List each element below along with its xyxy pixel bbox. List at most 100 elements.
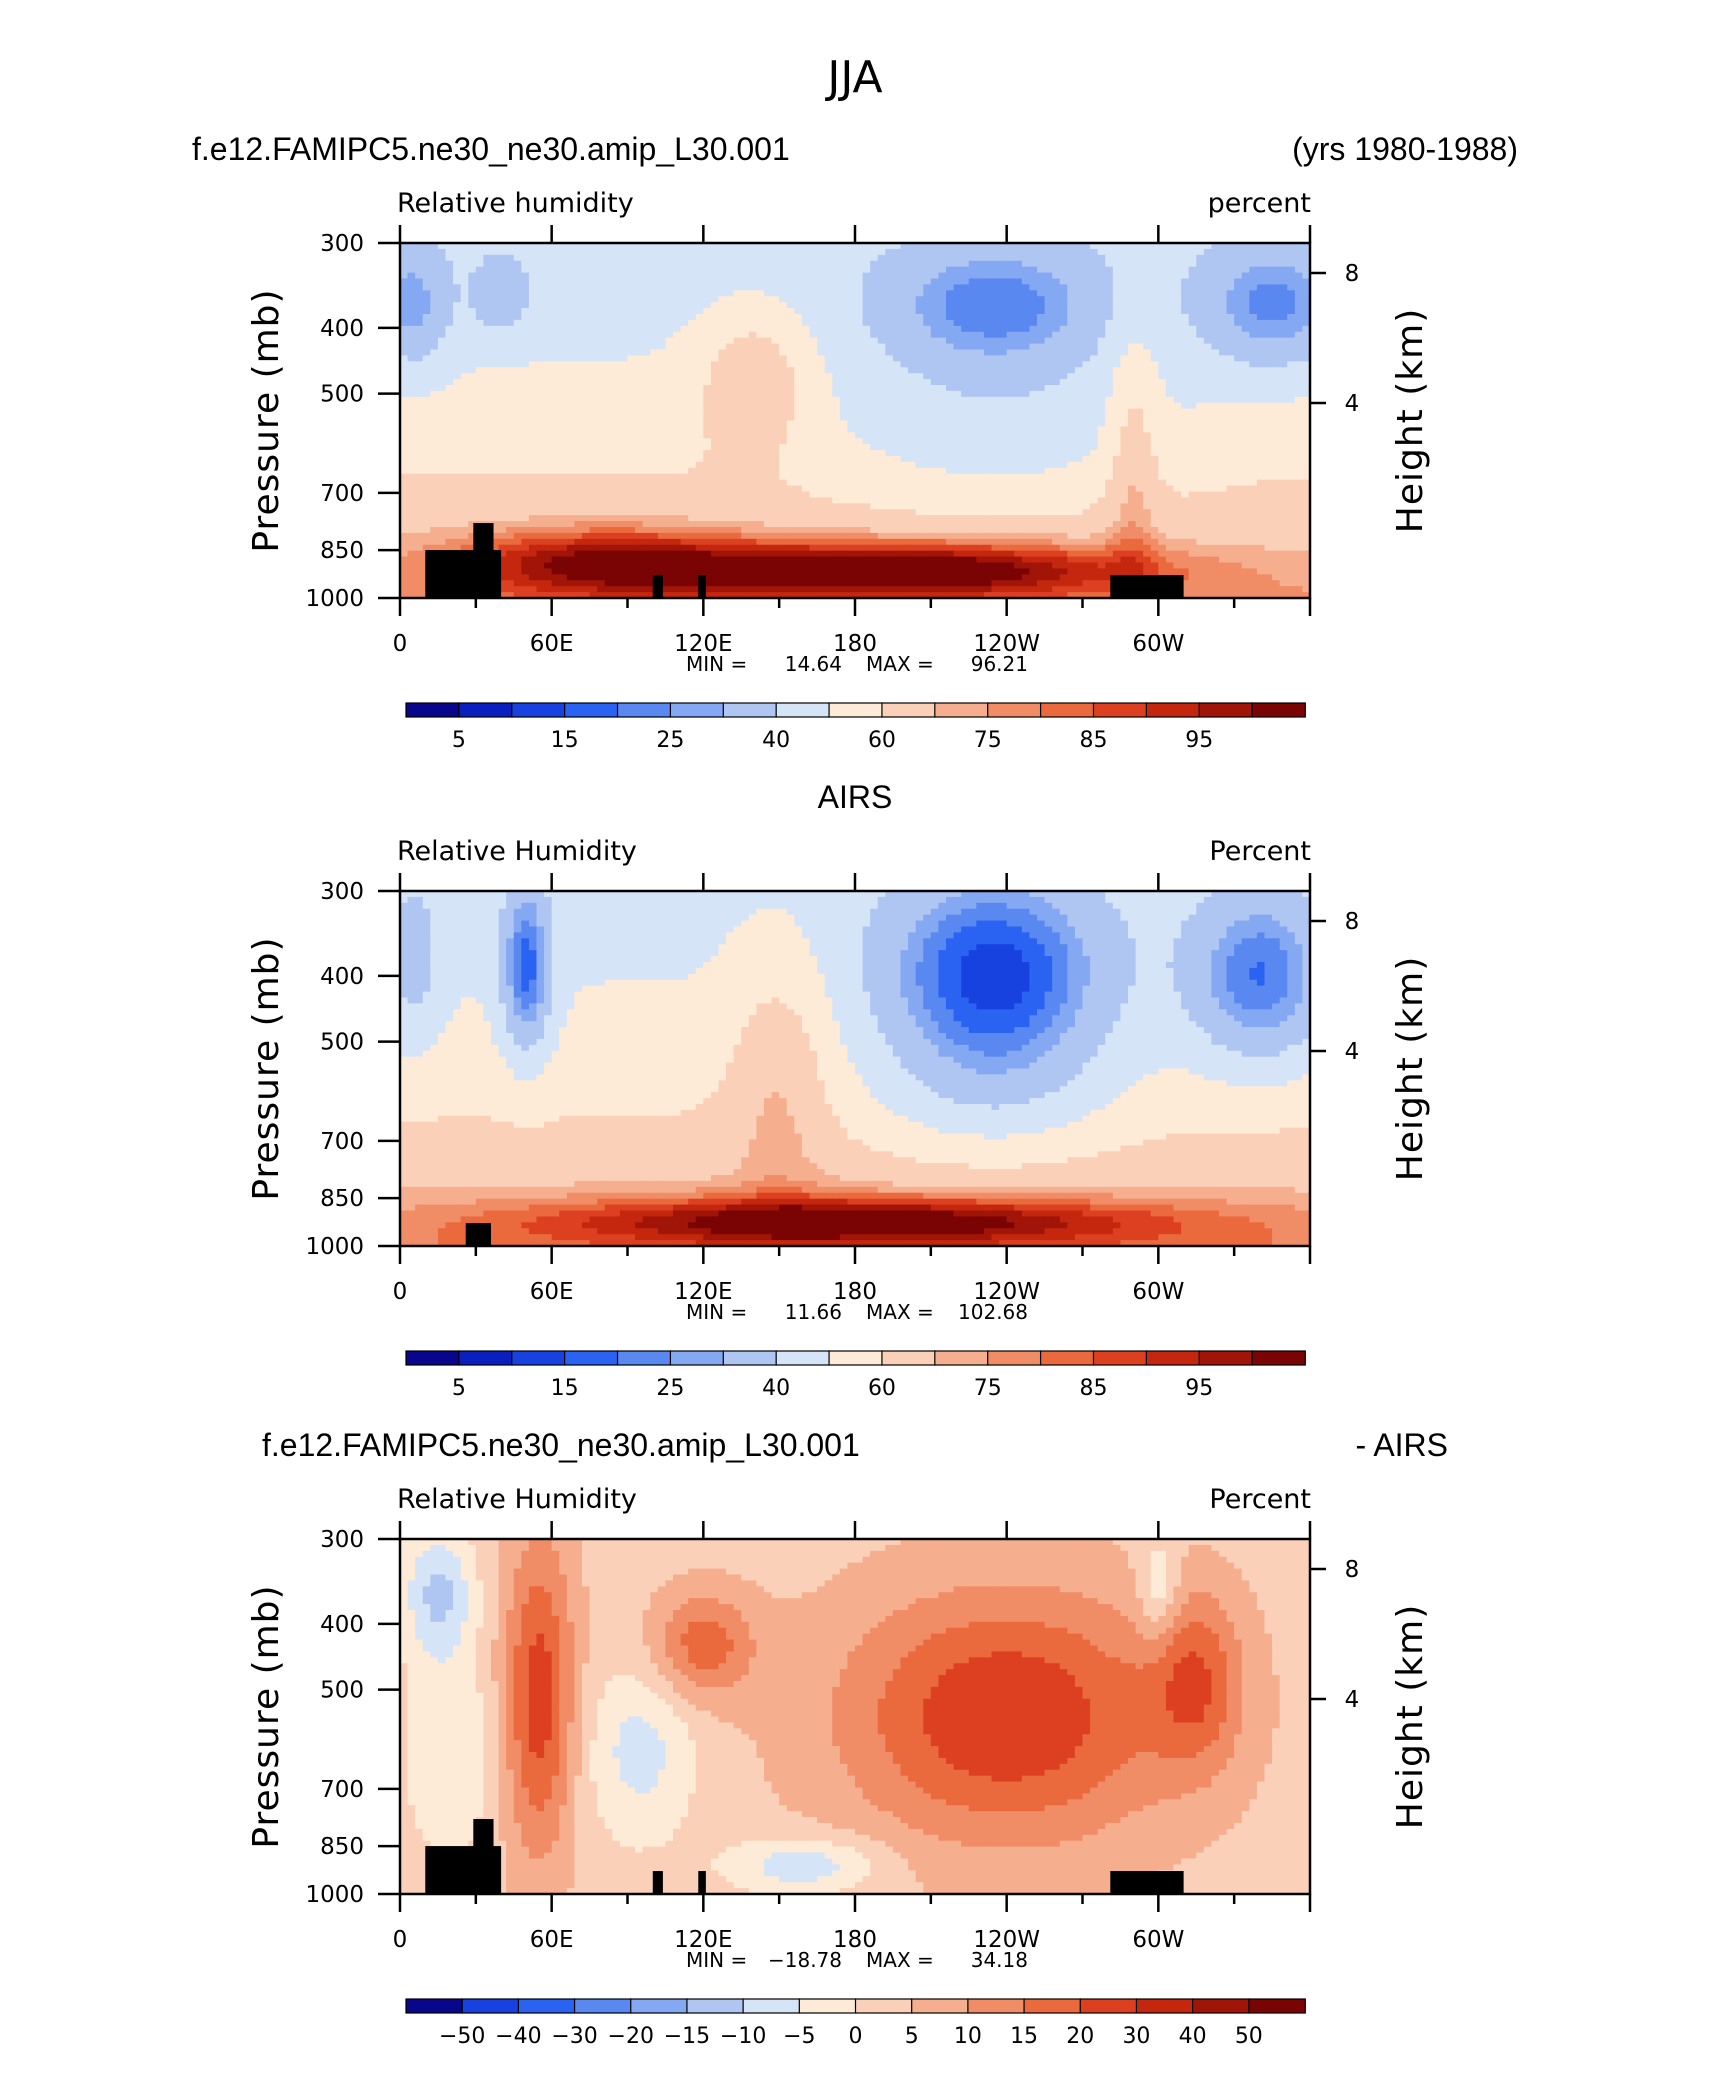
contour-cell <box>582 367 591 374</box>
contour-cell <box>528 456 538 463</box>
contour-cell <box>983 461 993 469</box>
contour-cell <box>422 361 431 368</box>
contour-cell <box>460 314 469 321</box>
contour-cell <box>559 343 568 351</box>
contour-cell <box>1090 296 1099 303</box>
contour-cell <box>794 456 803 463</box>
contour-cell <box>946 361 955 368</box>
contour-cell <box>544 248 553 256</box>
contour-cell <box>1120 467 1129 475</box>
contour-cell <box>710 272 720 280</box>
contour-cell <box>892 272 902 280</box>
contour-cell <box>748 414 758 422</box>
contour-cell <box>597 243 606 250</box>
contour-cell <box>657 414 667 422</box>
contour-cell <box>801 308 811 315</box>
contour-cell <box>665 390 674 398</box>
contour-cell <box>923 343 932 351</box>
contour-cell <box>665 444 674 451</box>
contour-cell <box>809 290 818 297</box>
contour-cell <box>855 461 864 469</box>
contour-cell <box>999 408 1008 416</box>
contour-cell <box>1143 319 1152 327</box>
contour-cell <box>1120 450 1129 457</box>
contour-cell <box>612 290 621 297</box>
contour-cell <box>1196 302 1205 309</box>
contour-cell <box>528 254 538 262</box>
contour-cell <box>1014 260 1023 268</box>
contour-cell <box>961 402 970 410</box>
contour-cell <box>430 402 439 410</box>
contour-cell <box>551 461 560 469</box>
contour-cell <box>415 272 424 280</box>
contour-cell <box>1067 296 1076 303</box>
contour-cell <box>1006 319 1015 327</box>
contour-cell <box>764 319 773 327</box>
contour-cell <box>468 343 477 351</box>
contour-cell <box>923 272 932 280</box>
contour-cell <box>665 379 674 386</box>
contour-cell <box>1014 461 1023 469</box>
contour-cell <box>1241 438 1250 445</box>
contour-cell <box>513 390 522 398</box>
contour-cell <box>688 284 697 291</box>
contour-cell <box>407 361 416 368</box>
contour-cell <box>908 467 917 475</box>
contour-cell <box>1249 260 1258 268</box>
contour-cell <box>506 272 515 280</box>
contour-cell <box>786 373 795 380</box>
contour-cell <box>513 438 522 445</box>
contour-cell <box>1181 420 1190 428</box>
contour-cell <box>619 361 629 368</box>
contour-cell <box>1249 444 1258 451</box>
contour-cell <box>983 379 993 386</box>
contour-cell <box>619 485 629 493</box>
contour-cell <box>946 355 955 362</box>
contour-cell <box>1105 355 1114 362</box>
contour-cell <box>597 343 606 351</box>
contour-cell <box>999 290 1008 297</box>
contour-cell <box>703 296 712 303</box>
contour-cell <box>930 260 940 268</box>
contour-cell <box>1090 367 1099 374</box>
contour-cell <box>999 343 1008 351</box>
contour-cell <box>1181 331 1190 339</box>
contour-cell <box>513 349 522 357</box>
contour-cell <box>1021 444 1031 451</box>
contour-cell <box>665 473 674 481</box>
contour-cell <box>566 355 576 362</box>
contour-cell <box>521 254 530 262</box>
contour-cell <box>748 343 758 351</box>
contour-cell <box>983 337 993 345</box>
contour-cell <box>513 467 522 475</box>
contour-cell <box>862 349 871 357</box>
contour-cell <box>597 308 606 315</box>
contour-cell <box>923 254 932 262</box>
contour-cell <box>1128 254 1137 262</box>
contour-cell <box>824 367 833 374</box>
contour-cell <box>779 438 788 445</box>
contour-cell <box>794 349 803 357</box>
contour-cell <box>1241 420 1250 428</box>
contour-cell <box>938 349 947 357</box>
contour-cell <box>710 349 720 357</box>
contour-cell <box>597 302 606 309</box>
contour-cell <box>673 302 682 309</box>
contour-cell <box>1279 260 1288 268</box>
contour-cell <box>1226 402 1235 410</box>
contour-cell <box>946 385 955 392</box>
contour-cell <box>1044 367 1053 374</box>
contour-cell <box>703 361 712 368</box>
contour-cell <box>908 402 917 410</box>
contour-cell <box>415 361 424 368</box>
contour-cell <box>999 414 1008 422</box>
contour-cell <box>824 461 833 469</box>
contour-cell <box>627 260 636 268</box>
contour-cell <box>1029 473 1038 481</box>
contour-cell <box>1029 438 1038 445</box>
contour-cell <box>1074 302 1084 309</box>
contour-cell <box>1074 260 1084 268</box>
contour-cell <box>673 479 682 487</box>
contour-cell <box>938 248 947 256</box>
contour-cell <box>1272 284 1281 291</box>
